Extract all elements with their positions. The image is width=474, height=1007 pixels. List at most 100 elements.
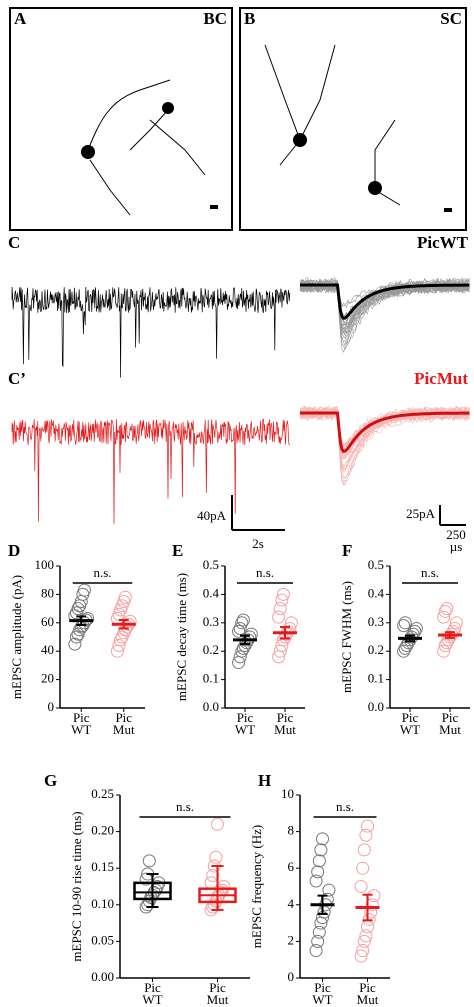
annotation: n.s. xyxy=(176,799,194,814)
data-point xyxy=(233,621,247,635)
x-tick-label: Pic WT xyxy=(400,710,420,737)
image-label: BC xyxy=(203,9,227,28)
y-axis-label: mEPSC decay time (ms) xyxy=(174,573,189,701)
traces xyxy=(11,277,470,525)
data-point xyxy=(449,616,463,630)
data-point xyxy=(312,854,326,868)
y-tick-label: 0.1 xyxy=(203,671,219,686)
data-point xyxy=(77,583,91,597)
data-point xyxy=(68,637,82,651)
x-tick-label: Pic Mut xyxy=(113,710,135,737)
data-point xyxy=(209,850,223,864)
x-tick-label: Pic Mut xyxy=(274,710,296,737)
data-point xyxy=(284,616,298,630)
image-label: SC xyxy=(440,9,462,28)
data-point xyxy=(409,621,423,635)
data-point xyxy=(311,934,325,948)
y-axis-label: mEPSC FWHM (ms) xyxy=(339,581,354,693)
data-point xyxy=(356,944,370,958)
y-tick-label: 2 xyxy=(288,932,295,947)
data-point xyxy=(118,590,132,604)
image-b xyxy=(239,7,467,231)
trace-label: PicWT xyxy=(417,233,469,252)
event-trace xyxy=(299,277,470,331)
x-tick-label: Pic WT xyxy=(71,710,91,737)
data-point xyxy=(359,828,373,842)
y-tick-label: 80 xyxy=(41,585,54,600)
data-point xyxy=(437,610,451,624)
data-point xyxy=(71,602,85,616)
y-tick-label: 60 xyxy=(41,614,54,629)
x-tick-label: Pic Mut xyxy=(207,980,229,1007)
y-tick-label: 0.10 xyxy=(91,896,114,911)
panel-label: D xyxy=(8,541,20,560)
data-point xyxy=(283,621,297,635)
data-point xyxy=(211,817,224,831)
raw-trace xyxy=(11,286,291,378)
y-tick-label: 0.15 xyxy=(91,859,114,874)
x-tick-label: Pic WT xyxy=(312,980,332,1007)
y-tick-label: 0.2 xyxy=(203,642,219,657)
y-tick-label: 20 xyxy=(41,671,54,686)
y-tick-label: 6 xyxy=(288,859,295,874)
data-point xyxy=(275,593,289,607)
data-point xyxy=(316,832,329,846)
annotation: n.s. xyxy=(256,565,274,580)
data-point xyxy=(112,639,126,653)
data-point xyxy=(235,616,249,630)
panel-label: H xyxy=(258,771,271,790)
data-point xyxy=(232,624,246,638)
panel-label: B xyxy=(244,9,255,28)
y-tick-label: 0.4 xyxy=(368,585,385,600)
data-point xyxy=(322,883,336,897)
data-point xyxy=(398,616,412,630)
raw-trace xyxy=(11,418,290,525)
data-point xyxy=(437,644,451,658)
y-axis-label: mEPSC amplitude (pA) xyxy=(9,575,24,699)
data-point xyxy=(354,880,368,893)
mean-trace xyxy=(300,283,470,320)
data-point xyxy=(273,602,287,616)
data-point xyxy=(359,929,373,943)
y-tick-label: 40 xyxy=(41,642,54,657)
annotation: n.s. xyxy=(336,799,354,814)
x-tick-label: Pic WT xyxy=(235,710,255,737)
data-point xyxy=(354,949,368,963)
y-tick-label: 0.0 xyxy=(368,699,384,714)
y-tick-label: 0.5 xyxy=(368,557,384,572)
data-point xyxy=(397,619,411,633)
event-trace xyxy=(299,414,470,486)
y-tick-label: 8 xyxy=(288,823,295,838)
soma xyxy=(293,133,307,147)
panel-label: E xyxy=(172,541,183,560)
data-point xyxy=(309,874,323,888)
y-tick-label: 0.1 xyxy=(368,671,384,686)
y-tick-label: 0.5 xyxy=(203,557,219,572)
data-point xyxy=(204,876,218,890)
neurons-a xyxy=(87,79,206,216)
data-point xyxy=(311,865,325,879)
data-point xyxy=(357,843,371,857)
scale-bar xyxy=(444,208,452,212)
scale-label: 40pA xyxy=(197,508,227,523)
data-point xyxy=(206,869,220,883)
annotation: n.s. xyxy=(421,565,439,580)
event-trace xyxy=(299,412,470,468)
y-tick-label: 10 xyxy=(281,786,294,801)
data-point xyxy=(243,630,257,644)
data-point xyxy=(314,843,328,857)
mean-trace xyxy=(300,411,470,453)
data-point xyxy=(312,925,326,939)
data-point xyxy=(440,602,454,616)
scale-bar xyxy=(210,205,218,209)
y-tick-label: 0.20 xyxy=(91,823,114,838)
y-tick-label: 0.0 xyxy=(203,699,219,714)
panel-label: C xyxy=(8,233,20,252)
x-tick-label: Pic Mut xyxy=(439,710,461,737)
y-tick-label: 0 xyxy=(288,969,295,984)
y-tick-label: 0.00 xyxy=(91,969,114,984)
data-point xyxy=(236,613,250,627)
data-point xyxy=(309,944,323,958)
panel-label: F xyxy=(342,541,352,560)
